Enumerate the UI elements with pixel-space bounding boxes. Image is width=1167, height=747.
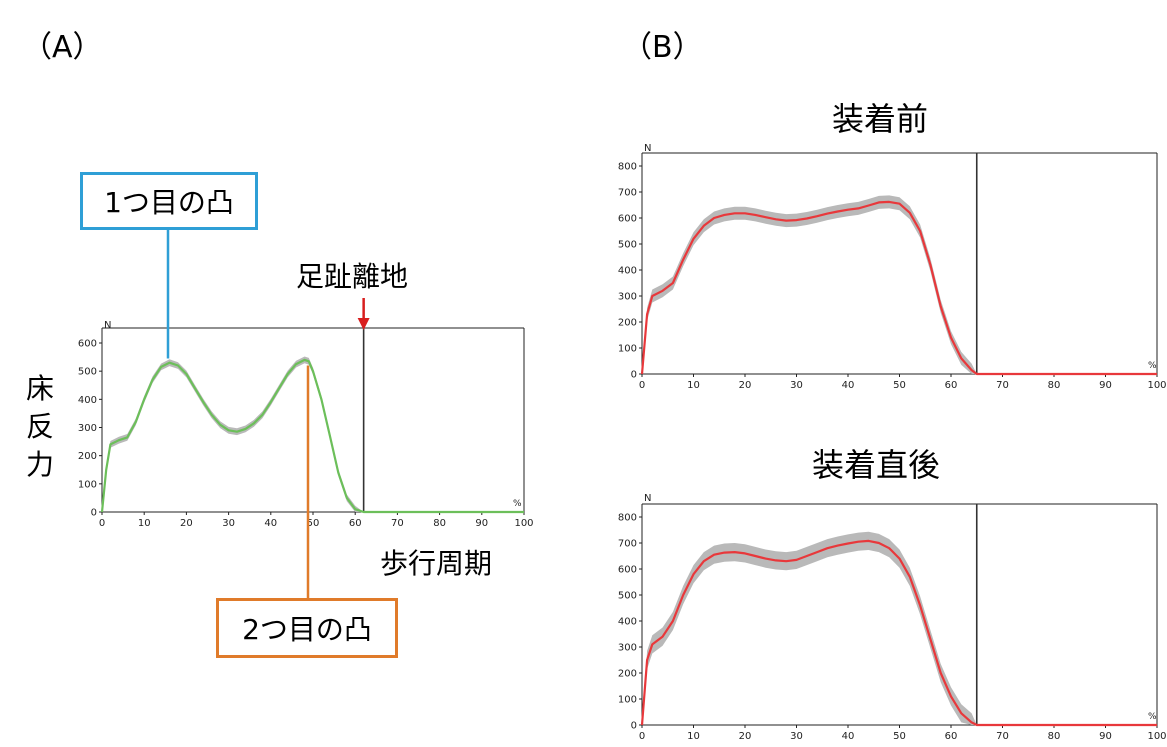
x-tick-label: 10 <box>138 518 151 529</box>
y-tick-label: 800 <box>618 162 637 173</box>
y-tick-label: 100 <box>78 479 97 490</box>
x-tick-label: 50 <box>307 518 320 529</box>
x-tick-label: 30 <box>222 518 235 529</box>
callout-second-peak-text: 2つ目の凸 <box>242 613 372 646</box>
x-tick-label: 70 <box>996 380 1009 391</box>
mean-force-line <box>640 539 1157 727</box>
y-tick-label: 200 <box>618 669 637 680</box>
x-tick-label: 90 <box>475 518 488 529</box>
x-tick-label: 90 <box>1099 380 1112 391</box>
ylabel-char: 力 <box>25 448 54 481</box>
x-tick-label: 60 <box>945 731 958 742</box>
y-tick-label: 200 <box>618 318 637 329</box>
x-tick-label: 0 <box>99 518 105 529</box>
x-tick-label: 10 <box>687 380 700 391</box>
y-tick-label: 100 <box>618 695 637 706</box>
x-tick-label: 50 <box>893 380 906 391</box>
mean-force-line <box>100 358 524 514</box>
y-tick-label: 300 <box>618 643 637 654</box>
callout-first-peak: 1つ目の凸 <box>80 172 258 230</box>
variability-band <box>102 356 364 512</box>
x-tick-label: 80 <box>1048 380 1061 391</box>
x-tick-label: 60 <box>349 518 362 529</box>
x-tick-label: 20 <box>739 731 752 742</box>
toe-off-label: 足趾離地 <box>296 260 409 293</box>
y-tick-label: 700 <box>618 188 637 199</box>
x-tick-label: 90 <box>1099 731 1112 742</box>
x-tick-label: 70 <box>996 731 1009 742</box>
panel-a-label: （A） <box>22 30 103 65</box>
x-tick-label: 30 <box>790 731 803 742</box>
mean-force-line <box>640 200 1157 376</box>
y-tick-label: 600 <box>78 339 97 350</box>
x-tick-label: 80 <box>1048 731 1061 742</box>
callout-first-peak-text: 1つ目の凸 <box>104 186 234 219</box>
y-unit-label: N <box>644 493 651 504</box>
panel-a-xlabel: 歩行周期 <box>380 547 493 580</box>
y-tick-label: 400 <box>618 617 637 628</box>
y-tick-label: 500 <box>618 591 637 602</box>
x-tick-label: 60 <box>945 380 958 391</box>
y-tick-label: 600 <box>618 565 637 576</box>
x-unit-label: % <box>1148 712 1157 722</box>
y-tick-label: 0 <box>91 508 97 519</box>
x-tick-label: 10 <box>687 731 700 742</box>
y-tick-label: 400 <box>618 266 637 277</box>
panel-a-ylabel: 床 反 力 <box>20 370 60 484</box>
panel-b-bottom-title: 装着直後 <box>812 446 941 484</box>
y-tick-label: 800 <box>618 513 637 524</box>
x-tick-label: 80 <box>433 518 446 529</box>
y-tick-label: 0 <box>631 370 637 381</box>
callout-second-peak: 2つ目の凸 <box>216 598 398 658</box>
x-tick-label: 20 <box>180 518 193 529</box>
y-tick-label: 700 <box>618 539 637 550</box>
x-tick-label: 50 <box>893 731 906 742</box>
x-tick-label: 40 <box>264 518 277 529</box>
panel-b-label: （B） <box>622 30 703 65</box>
x-tick-label: 70 <box>391 518 404 529</box>
y-tick-label: 100 <box>618 344 637 355</box>
x-tick-label: 100 <box>1147 731 1166 742</box>
x-tick-label: 100 <box>514 518 533 529</box>
y-tick-label: 600 <box>618 214 637 225</box>
y-unit-label: N <box>104 320 111 331</box>
x-tick-label: 100 <box>1147 380 1166 391</box>
y-tick-label: 300 <box>618 292 637 303</box>
y-unit-label: N <box>644 143 651 154</box>
x-tick-label: 30 <box>790 380 803 391</box>
x-unit-label: % <box>513 499 522 509</box>
y-tick-label: 200 <box>78 451 97 462</box>
y-tick-label: 300 <box>78 423 97 434</box>
ylabel-char: 反 <box>25 410 54 443</box>
y-tick-label: 500 <box>618 240 637 251</box>
panel-b-top-title: 装着前 <box>832 100 929 138</box>
x-tick-label: 0 <box>639 380 645 391</box>
x-unit-label: % <box>1148 361 1157 371</box>
x-tick-label: 0 <box>639 731 645 742</box>
y-tick-label: 500 <box>78 367 97 378</box>
y-tick-label: 0 <box>631 721 637 732</box>
variability-band <box>642 195 977 374</box>
y-tick-label: 400 <box>78 395 97 406</box>
ylabel-char: 床 <box>25 372 54 405</box>
x-tick-label: 20 <box>739 380 752 391</box>
x-tick-label: 40 <box>842 731 855 742</box>
x-tick-label: 40 <box>842 380 855 391</box>
toe-off-arrow-head <box>357 318 370 330</box>
